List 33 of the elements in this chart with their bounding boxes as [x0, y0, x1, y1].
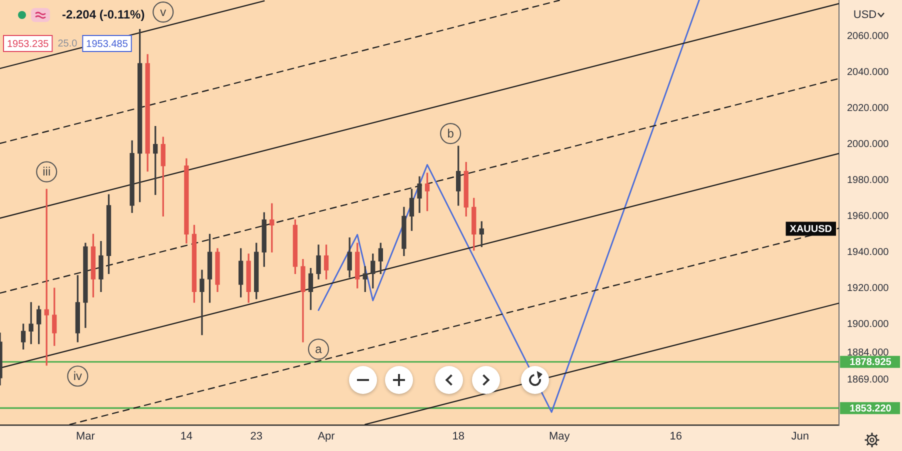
annotation: iv [73, 368, 82, 383]
y-tick-label: 2060.000 [847, 31, 890, 42]
y-tick-label: 1900.000 [847, 318, 890, 330]
x-tick-label: 18 [452, 430, 464, 443]
x-tick-label: 14 [180, 430, 193, 443]
y-tick-label: 1884.000 [847, 348, 890, 359]
candlestick [200, 270, 204, 336]
y-tick-label: 1980.000 [847, 174, 890, 186]
y-axis-title: USD [853, 9, 877, 22]
ref-line-label: 1853.220 [850, 403, 892, 414]
x-tick-label: Jun [791, 430, 810, 443]
x-tick-label: Mar [76, 430, 96, 443]
annotation: b [447, 126, 454, 140]
annotation: iii [42, 164, 51, 179]
annotation: a [315, 342, 322, 356]
x-tick-label: 23 [250, 430, 262, 443]
y-tick-label: 1869.000 [847, 374, 890, 386]
annotation: 25.0 [58, 38, 78, 50]
x-tick-label: May [548, 430, 570, 443]
y-tick-label: 2000.000 [847, 139, 890, 150]
annotation: -2.204 (-0.11%) [62, 7, 145, 22]
annotation: 1953.235 [6, 38, 50, 50]
x-tick-label: 16 [670, 430, 682, 443]
y-tick-label: 2040.000 [847, 67, 890, 78]
y-tick-label: 1940.000 [847, 246, 890, 258]
y-tick-label: 2020.000 [847, 103, 890, 114]
y-tick-label: 1920.000 [847, 282, 890, 294]
annotation: XAUUSD [790, 224, 832, 236]
annotation: 1953.485 [86, 38, 128, 50]
annotation: v [160, 4, 166, 19]
y-tick-label: 1960.000 [847, 210, 890, 222]
x-tick-label: Apr [318, 430, 336, 443]
ref-line-label: 1878.925 [850, 357, 892, 368]
